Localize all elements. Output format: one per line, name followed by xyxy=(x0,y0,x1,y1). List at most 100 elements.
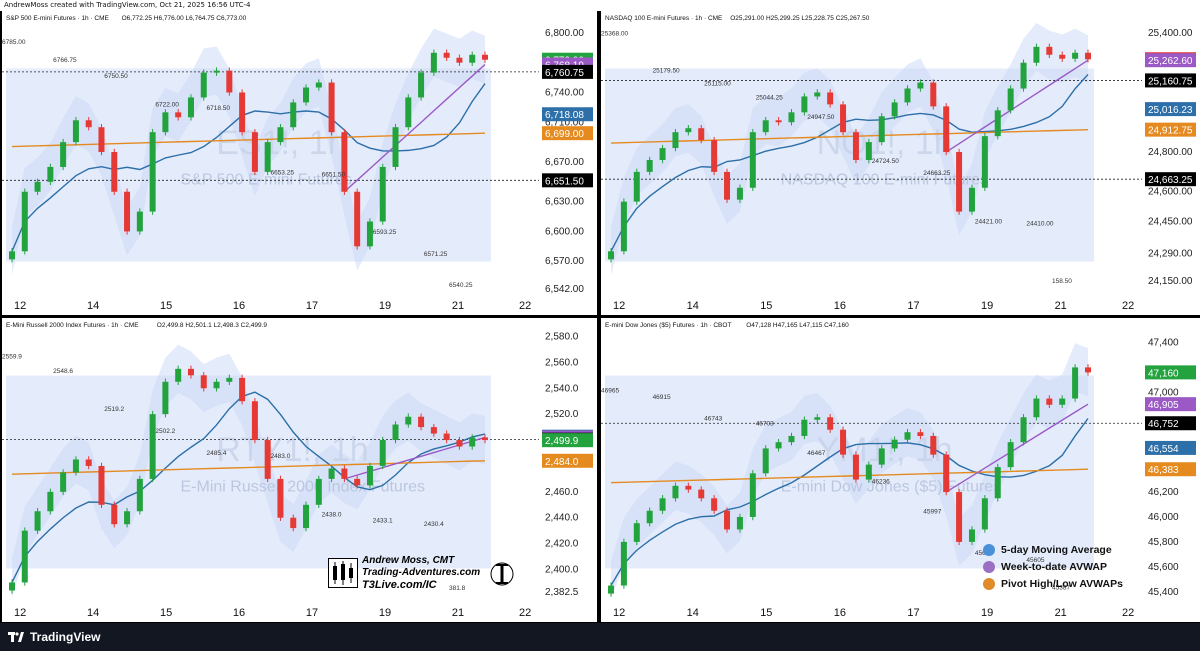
price-tag-label: 46,554 xyxy=(1148,444,1179,455)
price-annotation: 25115.00 xyxy=(704,81,731,88)
x-tick-label: 15 xyxy=(160,300,172,312)
x-tick-label: 15 xyxy=(760,300,772,312)
candle-body xyxy=(226,70,233,93)
y-tick-label: 24,450.00 xyxy=(1148,217,1193,228)
legend-dot xyxy=(983,543,995,556)
price-annotation: 2502.2 xyxy=(155,428,175,435)
price-annotation: 46743 xyxy=(704,415,722,422)
candle-body xyxy=(852,132,859,160)
y-tick-label: 45,800 xyxy=(1148,537,1179,548)
price-annotation: 46467 xyxy=(807,450,825,457)
candle-body xyxy=(968,529,975,542)
chart-panel-nq[interactable]: NQ1!, 1h NASDAQ 100 E-mini Futures 25368.0… xyxy=(601,11,1200,315)
pivot-avwap-line xyxy=(610,468,1089,484)
price-annotation: 24663.25 xyxy=(923,170,950,177)
price-annotation: 2433.1 xyxy=(373,518,393,525)
candle-body xyxy=(277,478,284,518)
moving-average-line xyxy=(610,73,1089,252)
legend-label: Pivot High/Low AVWAPs xyxy=(1001,577,1123,590)
candle-body xyxy=(711,498,718,511)
x-tick-label: 12 xyxy=(613,300,625,312)
price-annotation: 6766.75 xyxy=(53,57,77,64)
candle-body xyxy=(187,97,194,118)
y-tick-label: 2,460.0 xyxy=(545,487,579,498)
candle-body xyxy=(418,416,425,428)
chart-title: E-mini Dow Jones ($5) Futures · 1h · CBO… xyxy=(605,322,731,329)
footer-brand[interactable]: TradingView xyxy=(30,630,101,644)
candle-body xyxy=(736,516,743,530)
candle-body xyxy=(162,381,169,415)
candle-body xyxy=(405,416,412,425)
x-tick-label: 22 xyxy=(519,300,531,312)
candle-body xyxy=(34,181,41,192)
price-tag xyxy=(542,453,593,468)
candle-body xyxy=(762,120,769,133)
price-annotation: 2438.0 xyxy=(322,511,342,518)
candle-body xyxy=(328,468,335,479)
x-tick-label: 17 xyxy=(306,300,318,312)
price-tag-label: 6,651.50 xyxy=(545,176,584,187)
candle-body xyxy=(328,82,335,133)
y-tick-label: 2,400.0 xyxy=(545,565,579,576)
x-tick-label: 14 xyxy=(87,300,99,312)
candle-body xyxy=(98,465,105,505)
price-tag xyxy=(1145,397,1196,412)
y-tick-label: 45,600 xyxy=(1148,562,1179,573)
x-tick-label: 22 xyxy=(1122,607,1134,619)
bollinger-envelope xyxy=(12,28,485,276)
candle-body xyxy=(840,104,847,133)
candle-body xyxy=(762,448,769,474)
candle-body xyxy=(251,132,258,172)
chart-panel-ym[interactable]: YM1!, 1hE-mini Dow Jones ($5) Futures469… xyxy=(601,318,1200,622)
candle-body xyxy=(72,459,79,473)
price-tag xyxy=(542,126,593,141)
candle-body xyxy=(379,166,386,222)
candle-body xyxy=(1033,398,1040,418)
x-tick-label: 19 xyxy=(379,300,391,312)
candle-body xyxy=(482,54,488,60)
legend-item: 5-day Moving Average xyxy=(983,541,1123,558)
candle-body xyxy=(788,435,795,443)
candlestick-logo-icon xyxy=(328,558,358,588)
candle-body xyxy=(659,498,666,511)
candle-body xyxy=(1046,46,1053,55)
moving-average-line xyxy=(610,418,1089,586)
price-annotation: 2483.0 xyxy=(270,453,290,460)
legend: 5-day Moving Average Week-to-date AVWAP … xyxy=(983,541,1123,592)
candle-body xyxy=(968,187,975,212)
price-tag xyxy=(1145,122,1196,137)
price-annotation: 6785.00 xyxy=(2,39,26,46)
candle-body xyxy=(788,112,795,123)
candle-body xyxy=(956,492,963,542)
candle-body xyxy=(749,473,756,517)
legend-label: Week-to-date AVWAP xyxy=(1001,560,1107,573)
price-annotation: 2430.4 xyxy=(424,521,444,528)
price-annotation: 6593.25 xyxy=(373,229,397,236)
chart-panel-rty[interactable]: RTY1!, 1h E-Mini Russell 2000 Index Futur… xyxy=(2,318,597,622)
price-tag-label: 46,905 xyxy=(1148,400,1179,411)
chart-panel-es[interactable]: ES1!, 1h S&P 500 E-mini Futures 6785.00 676… xyxy=(2,11,597,315)
candle-body xyxy=(85,459,92,466)
price-annotation: 25179.50 xyxy=(653,68,680,75)
price-annotation: 381.8 xyxy=(449,585,466,592)
candle-body xyxy=(608,251,614,260)
candle-body xyxy=(175,112,182,118)
x-tick-label: 16 xyxy=(834,607,846,619)
x-tick-label: 12 xyxy=(14,607,26,619)
candle-body xyxy=(814,417,821,420)
price-annotation: 6540.25 xyxy=(449,282,473,289)
moving-average-line xyxy=(11,391,486,583)
author-link: T3Live.com/IC xyxy=(362,579,437,591)
candle-body xyxy=(1085,367,1091,373)
x-tick-label: 16 xyxy=(233,300,245,312)
price-tag-label: 46,752 xyxy=(1148,419,1179,430)
candle-body xyxy=(315,478,322,505)
candle-body xyxy=(9,582,15,591)
price-tag-label: 46,383 xyxy=(1148,465,1179,476)
candle-body xyxy=(379,440,386,466)
candle-body xyxy=(659,148,666,160)
candle-body xyxy=(111,504,118,525)
x-tick-label: 14 xyxy=(687,607,699,619)
y-tick-label: 47,400 xyxy=(1148,337,1179,348)
candle-body xyxy=(213,70,220,73)
